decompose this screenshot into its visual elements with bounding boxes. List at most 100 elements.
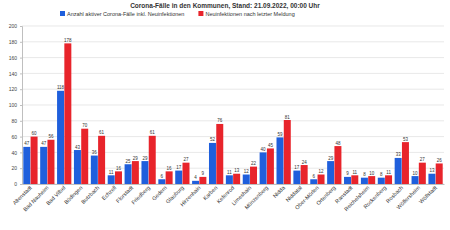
data-label: 17: [176, 165, 182, 170]
data-label: 60: [32, 131, 38, 136]
data-label: 11: [109, 170, 114, 175]
tick-label: Rockenberg: [362, 185, 387, 210]
tick-mark: [20, 42, 22, 43]
bar: [344, 177, 351, 184]
bar: [436, 163, 443, 184]
bar: [175, 171, 182, 184]
bar: [57, 91, 64, 184]
legend-label: Anzahl aktiver Corona-Fälle inkl. Neuinf…: [67, 11, 184, 17]
bar: [260, 152, 267, 184]
tick-label: 0: [14, 181, 17, 187]
tick-label: Wöllstadt: [418, 184, 439, 205]
grid-line: [22, 120, 444, 121]
data-label: 11: [227, 170, 232, 175]
data-label: 12: [319, 169, 325, 174]
plot: 020406080100120140160180200AltenstadtBad…: [9, 23, 445, 212]
bar: [183, 163, 190, 184]
chart: Corona-Fälle in den Kommunen, Stand: 21.…: [0, 0, 450, 230]
grid-line: [22, 89, 444, 90]
data-label: 27: [420, 157, 426, 162]
bar: [250, 167, 257, 184]
tick: 140: [9, 71, 22, 77]
bar: [351, 175, 358, 184]
title: Corona-Fälle in den Kommunen, Stand: 21.…: [130, 2, 320, 10]
bar: [385, 175, 392, 184]
tick-label: Friedberg: [130, 185, 151, 206]
tick: Hirzenhain: [179, 184, 202, 207]
bar: [284, 120, 291, 184]
data-label: 81: [285, 115, 291, 120]
data-label: 17: [294, 165, 300, 170]
bar: [81, 129, 88, 184]
tick-mark: [20, 168, 22, 169]
data-label: 43: [75, 145, 81, 150]
legend-item: Neuinfektionen nach letzter Meldung: [198, 11, 294, 17]
tick: Butzbach: [80, 184, 100, 205]
bars: [23, 43, 442, 184]
bar: [149, 136, 156, 184]
axis-line: [23, 184, 445, 185]
data-label: 52: [210, 137, 216, 142]
bar: [64, 43, 71, 184]
bar: [277, 137, 284, 184]
tick: Nidda: [272, 184, 287, 199]
data-label: 40: [261, 147, 267, 152]
bar: [216, 124, 223, 184]
bar: [91, 156, 98, 184]
data-label: 8: [380, 172, 383, 177]
bar: [209, 143, 216, 184]
tick: 80: [11, 118, 22, 124]
grid: [22, 26, 444, 184]
data-label: 56: [48, 134, 54, 139]
tick: 100: [9, 102, 22, 108]
tick: Ober-Mörlen: [294, 184, 320, 211]
bar: [226, 175, 233, 184]
tick-label: Hirzenhain: [179, 185, 202, 208]
tick-label: 100: [9, 102, 18, 108]
tick: Bad Nauheim: [22, 184, 50, 212]
tick-label: 160: [9, 55, 18, 61]
bar: [74, 150, 81, 184]
bar: [412, 176, 419, 184]
data-label: 27: [183, 157, 189, 162]
data-label: 16: [167, 166, 173, 171]
data-label: 29: [133, 156, 139, 161]
grid-line: [22, 73, 444, 74]
bar: [368, 176, 375, 184]
bar: [334, 146, 341, 184]
tick: Rockenberg: [362, 184, 387, 210]
data-label: 6: [161, 174, 164, 179]
bar: [293, 171, 300, 184]
bar: [361, 178, 368, 184]
data-label: 24: [302, 160, 308, 165]
tick-label: Bad Nauheim: [22, 184, 50, 212]
data-label: 11: [386, 170, 391, 175]
data-label: 26: [437, 158, 443, 163]
data-label: 45: [268, 143, 274, 148]
data-label: 53: [403, 137, 409, 142]
data-label: 9: [346, 171, 349, 176]
tick-mark: [20, 26, 22, 27]
data-label: 22: [251, 161, 257, 166]
data-label: 12: [244, 169, 250, 174]
tick: 180: [9, 39, 22, 45]
bar: [428, 174, 435, 184]
tick: 160: [9, 55, 22, 61]
bar: [132, 161, 139, 184]
tick-label: 180: [9, 39, 18, 45]
data-label: 61: [99, 130, 105, 135]
tick-label: 80: [11, 118, 17, 124]
data-label: 48: [335, 141, 341, 146]
bar: [318, 175, 325, 184]
tick-label: 40: [11, 150, 17, 156]
axis-line: [20, 27, 23, 185]
bar: [141, 161, 148, 184]
tick-label: 200: [9, 23, 18, 29]
tick-label: Ortenberg: [315, 185, 337, 207]
bar: [98, 136, 105, 184]
bar: [402, 142, 409, 184]
data-label: 178: [64, 38, 72, 43]
tick: Münzenberg: [243, 184, 269, 210]
data-label: 47: [41, 141, 47, 146]
bar: [301, 165, 308, 184]
